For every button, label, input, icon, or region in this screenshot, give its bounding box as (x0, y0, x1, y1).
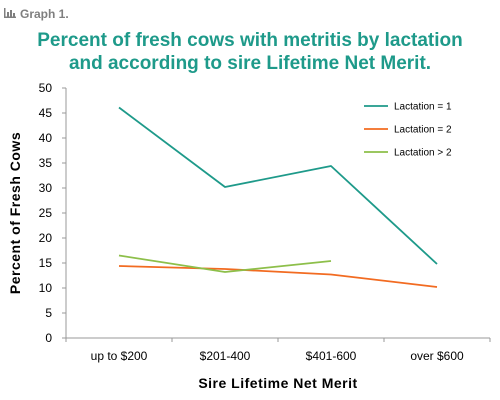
y-axis-title: Percent of Fresh Cows (7, 132, 23, 294)
y-tick-label: 20 (39, 231, 53, 245)
y-tick-label: 10 (39, 281, 53, 295)
series-line-1 (118, 106, 438, 265)
x-tick-label: up to $200 (91, 349, 148, 363)
y-tick-label: 5 (45, 306, 52, 320)
y-tick-label: 50 (39, 81, 53, 95)
y-tick-label: 40 (39, 131, 53, 145)
x-axis-title: Sire Lifetime Net Merit (198, 375, 357, 391)
graph-label-text: Graph 1. (20, 7, 69, 21)
y-tick-label: 45 (39, 106, 53, 120)
x-tick-label: over $600 (410, 349, 464, 363)
legend-label: Lactation = 2 (394, 125, 452, 136)
chart-title-line-2: and according to sire Lifetime Net Merit… (68, 53, 432, 74)
series-line-3 (118, 254, 332, 273)
legend-label: Lactation = 1 (394, 102, 452, 113)
y-tick-label: 35 (39, 156, 53, 170)
x-tick-label: $401-600 (306, 349, 357, 363)
y-tick-label: 25 (39, 206, 53, 220)
x-tick-label: $201-400 (200, 349, 251, 363)
y-tick-label: 15 (39, 256, 53, 270)
graph-label: Graph 1. (4, 7, 69, 21)
legend-label: Lactation > 2 (394, 148, 452, 159)
y-tick-label: 30 (39, 181, 53, 195)
bar-chart-icon (4, 7, 16, 21)
series-line-2 (118, 265, 438, 288)
y-tick-label: 0 (45, 331, 52, 345)
chart-title-line-1: Percent of fresh cows with metritis by l… (37, 30, 463, 51)
